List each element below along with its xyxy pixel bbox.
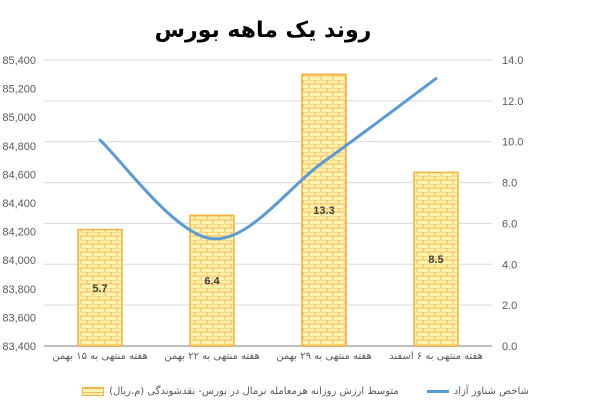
right-tick-label: 12.0: [502, 96, 523, 108]
left-tick-label: 84,000: [2, 255, 36, 267]
chart-title: روند یک ماهه بورس: [155, 18, 372, 43]
legend-bar-label: متوسط ارزش روزانه هرمعامله نرمال در بورس…: [109, 386, 399, 397]
bar: [413, 171, 459, 347]
category-axis: هفته منتهی به ۱۵ بهمن هفته منتهی به ۲۲ به…: [0, 351, 611, 381]
right-tick-label: 14.0: [502, 55, 523, 67]
left-tick-label: 84,600: [2, 169, 36, 181]
left-tick-label: 84,400: [2, 198, 36, 210]
category-label: هفته منتهی به ۱۵ بهمن: [52, 351, 148, 362]
bar: [77, 228, 123, 347]
bar: [301, 73, 347, 347]
left-tick-label: 84,800: [2, 141, 36, 153]
legend-item-line: شاخص شناور آزاد: [426, 386, 529, 397]
data-label: 8.5: [428, 254, 443, 266]
right-tick-label: 10.0: [502, 137, 523, 149]
data-label: 13.3: [313, 205, 334, 217]
right-tick-label: 8.0: [502, 178, 517, 190]
category-label: هفته منتهی به ۲۹ بهمن: [276, 351, 372, 362]
legend: شاخص شناور آزاد متوسط ارزش روزانه هرمعام…: [0, 386, 611, 397]
legend-line-label: شاخص شناور آزاد: [453, 386, 529, 397]
data-label: 6.4: [204, 276, 220, 288]
category-label: هفته منتهی به ۲۲ بهمن: [164, 351, 260, 362]
category-label: هفته منتهی به ۶ اسفند: [389, 351, 483, 362]
left-tick-label: 85,200: [2, 84, 36, 96]
series-line: [98, 77, 438, 241]
right-tick-label: 2.0: [502, 300, 517, 312]
left-tick-label: 85,000: [2, 112, 36, 124]
left-tick-label: 85,400: [2, 55, 36, 67]
left-tick-label: 83,800: [2, 284, 36, 296]
legend-bar-swatch: [82, 387, 105, 396]
right-tick-label: 0.0: [502, 341, 517, 353]
left-tick-label: 84,200: [2, 227, 36, 239]
right-tick-label: 4.0: [502, 259, 517, 271]
left-tick-label: 83,600: [2, 312, 36, 324]
right-tick-label: 6.0: [502, 218, 517, 230]
left-tick-label: 83,400: [2, 341, 36, 353]
data-label: 5.7: [92, 283, 107, 295]
legend-line-swatch: [426, 390, 449, 393]
legend-item-bar: متوسط ارزش روزانه هرمعامله نرمال در بورس…: [82, 386, 399, 397]
